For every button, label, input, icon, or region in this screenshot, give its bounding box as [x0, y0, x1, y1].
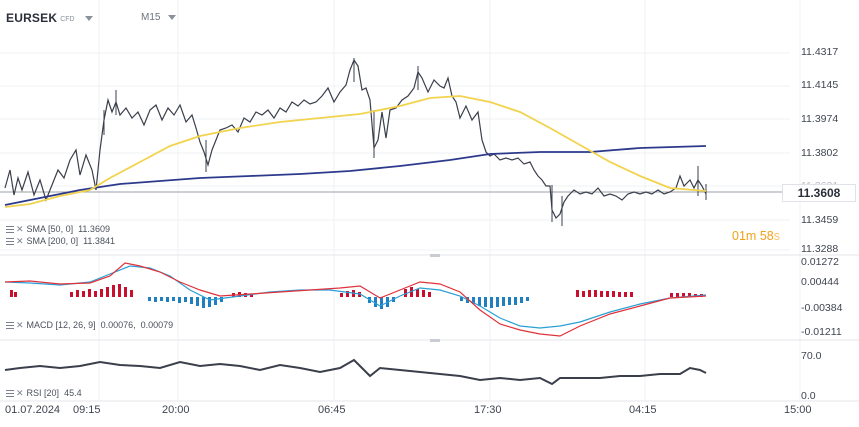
timer-minutes: 01	[732, 229, 746, 243]
price-series	[4, 58, 707, 220]
symbol-dropdown-icon[interactable]	[84, 15, 93, 21]
time-tick: 01.07.2024	[5, 404, 61, 416]
sma50-value: 11.3609	[78, 224, 110, 234]
timer-minutes-unit: m	[745, 229, 757, 243]
macd-tick: -0.01211	[801, 326, 842, 338]
sma50-label: SMA [50, 0]	[26, 224, 74, 234]
macd-tick: 0.01272	[801, 256, 839, 268]
legend-rsi[interactable]: ✕ RSI [20] 45.4	[6, 388, 82, 398]
macd-value-2: 0.00079	[140, 320, 174, 330]
macd-tick: -0.00384	[801, 302, 843, 314]
symbol-type: CFD	[60, 16, 75, 23]
time-tick: 17:30	[474, 404, 502, 416]
grid	[0, 0, 801, 400]
legend-macd[interactable]: ✕ MACD [12, 26, 9] 0.00076, 0.00079	[6, 320, 173, 330]
sma200-value: 11.3841	[83, 236, 115, 246]
price-tick: 11.3459	[801, 214, 839, 226]
menu-icon[interactable]	[6, 237, 14, 245]
resize-handle-rsi[interactable]	[430, 339, 440, 342]
timeframe-dropdown-icon[interactable]	[168, 15, 177, 20]
rsi-label: RSI [20]	[26, 388, 60, 398]
close-icon[interactable]: ✕	[16, 223, 24, 234]
time-tick: 09:15	[73, 404, 101, 416]
time-tick: 15:00	[784, 404, 812, 416]
macd-histogram	[10, 284, 703, 309]
timeframe-label: M15	[141, 12, 161, 23]
resize-handle-macd[interactable]	[430, 254, 440, 257]
price-tick: 11.4317	[801, 46, 839, 58]
price-tick: 11.3974	[801, 113, 839, 125]
rsi-line	[4, 358, 707, 386]
menu-icon[interactable]	[6, 225, 14, 233]
macd-label: MACD [12, 26, 9]	[26, 320, 96, 330]
rsi-tick: 70.0	[801, 350, 822, 362]
menu-icon[interactable]	[6, 389, 14, 397]
sma50-line	[4, 95, 707, 208]
candle-wicks	[103, 58, 707, 226]
close-icon[interactable]: ✕	[16, 235, 24, 246]
time-tick: 04:15	[629, 404, 657, 416]
symbol-name[interactable]: EURSEK	[6, 11, 58, 25]
time-tick: 06:45	[318, 404, 346, 416]
rsi-value: 45.4	[64, 388, 82, 398]
timer-seconds: 58	[759, 229, 774, 243]
price-tick: 11.4145	[801, 79, 839, 91]
menu-icon[interactable]	[6, 321, 14, 329]
timer-seconds-unit: s	[773, 229, 780, 243]
price-tick: 11.3802	[801, 147, 839, 159]
timeframe-selector[interactable]: M15	[141, 12, 177, 23]
sma200-line	[4, 145, 707, 206]
close-icon[interactable]: ✕	[16, 319, 24, 330]
current-price-badge: 11.3608	[782, 184, 856, 202]
macd-line	[4, 265, 707, 329]
macd-signal-line	[4, 262, 707, 337]
sma200-label: SMA [200, 0]	[26, 236, 79, 246]
symbol-header[interactable]: EURSEK CFD	[6, 8, 93, 28]
macd-tick: 0.00444	[801, 276, 839, 288]
legend-sma200[interactable]: ✕ SMA [200, 0] 11.3841	[6, 236, 115, 246]
time-tick: 20:00	[162, 404, 190, 416]
macd-value-1: 0.00076,	[100, 320, 136, 330]
price-tick: 11.3288	[801, 243, 839, 255]
legend-sma50[interactable]: ✕ SMA [50, 0] 11.3609	[6, 224, 110, 234]
candle-countdown-timer: 01m 58s	[732, 229, 780, 243]
close-icon[interactable]: ✕	[16, 387, 24, 398]
rsi-tick: 0.0	[801, 390, 816, 402]
